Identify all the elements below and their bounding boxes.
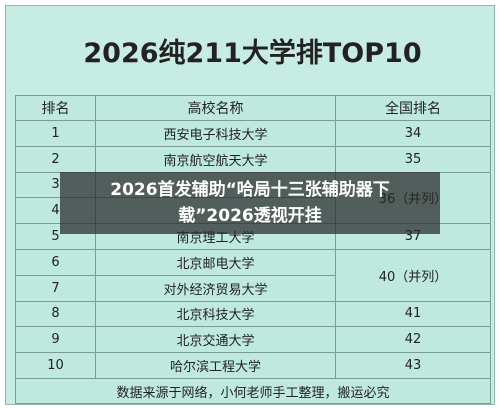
rank: 10 [15,352,96,379]
school-name: 对外经济贸易大学 [95,274,336,302]
national-rank: 35 [335,145,491,173]
school-name: 北京邮电大学 [95,249,336,276]
column-header: 全国排名 [335,95,491,121]
column-header: 排名 [15,95,96,121]
national-rank: 40（并列） [335,249,491,302]
national-rank: 41 [335,300,491,328]
title: 2026纯211大学排TOP10 [83,37,422,69]
rank: 9 [15,326,96,354]
national-rank: 43 [335,352,491,379]
overlay-banner: 2026首发辅助“哈局十三张辅助器下载”2026透视开挂 [60,172,440,234]
rank: 6 [15,249,96,276]
school-name: 北京交通大学 [95,326,336,354]
national-rank: 42 [335,326,491,354]
column-header: 高校名称 [95,95,336,121]
school-name: 南京航空航天大学 [95,145,336,173]
national-rank: 34 [335,120,491,147]
rank: 7 [15,274,96,302]
school-name: 北京科技大学 [95,300,336,328]
school-name: 哈尔滨工程大学 [95,352,336,379]
school-name: 西安电子科技大学 [95,120,336,147]
rank: 1 [15,120,96,147]
footer-note: 数据来源于网络，小何老师手工整理，搬运必究 [15,378,491,404]
rank: 2 [15,145,96,173]
rank: 8 [15,300,96,328]
